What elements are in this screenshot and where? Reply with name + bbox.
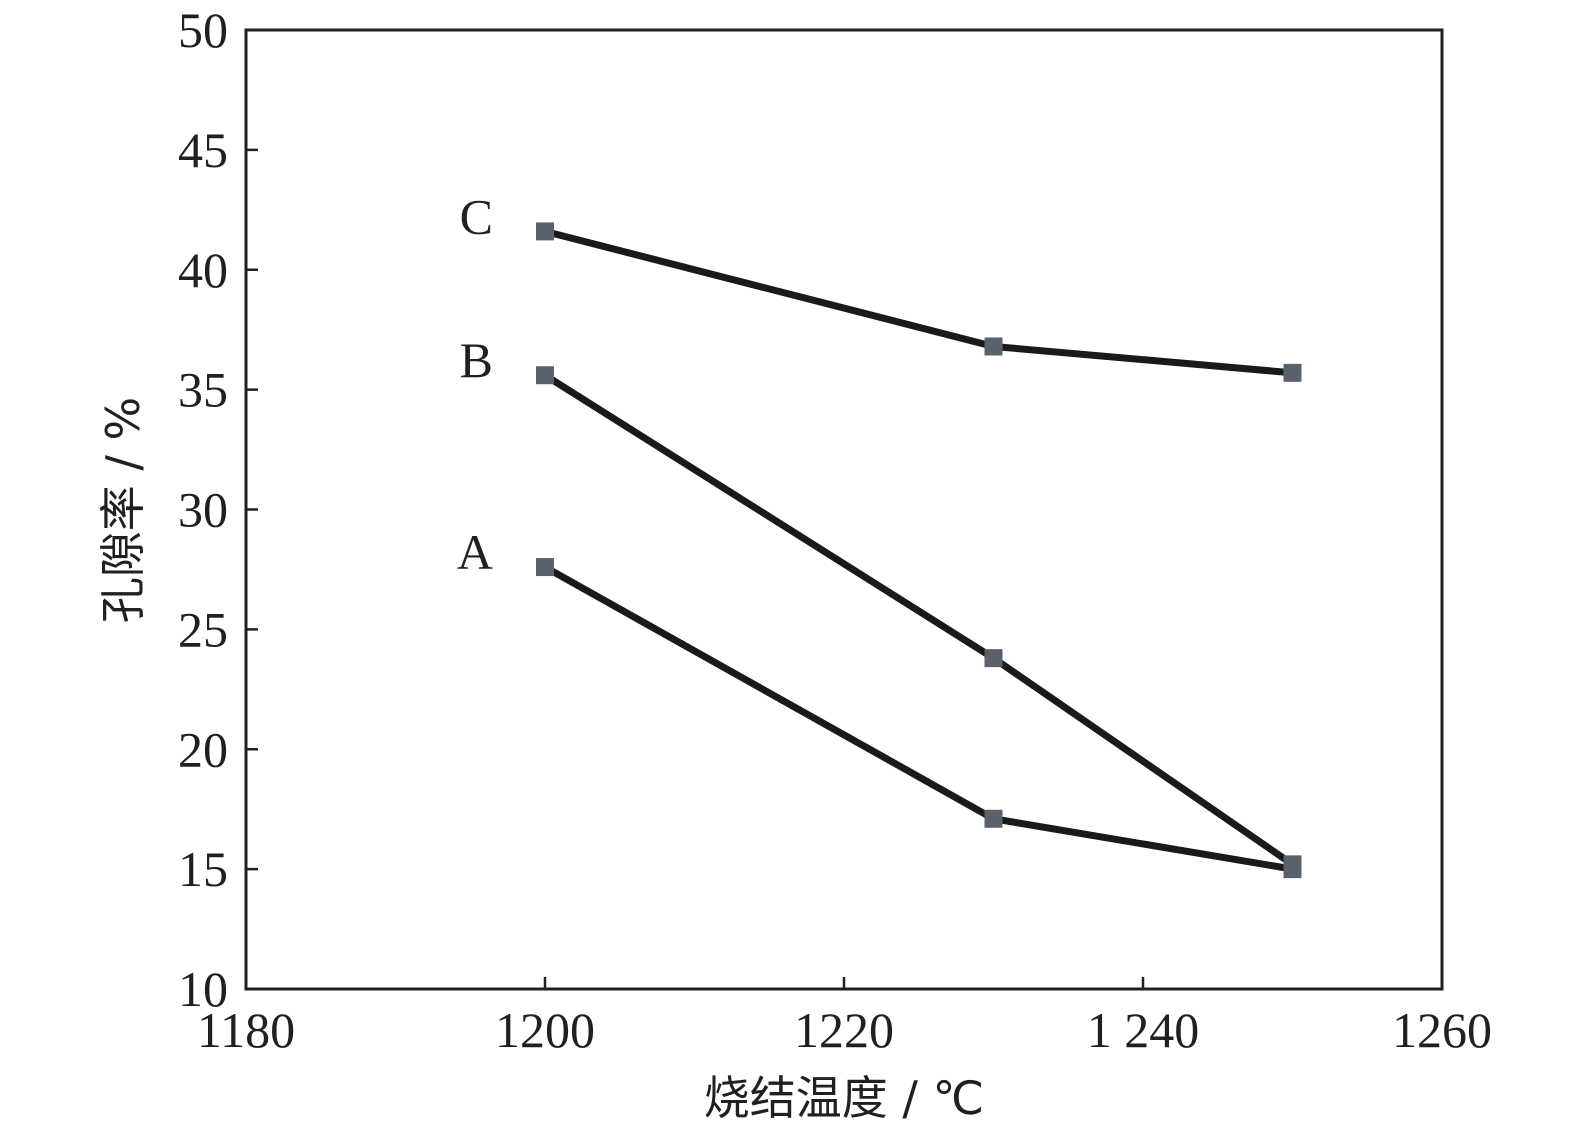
- series-line-C: [544, 227, 1293, 377]
- x-tick-label: 1220: [794, 1002, 894, 1058]
- series-line-B: [543, 372, 1295, 868]
- plot-frame: [244, 28, 1444, 991]
- data-point-B: [1283, 855, 1302, 874]
- y-axis-title: 孔隙率 / %: [96, 397, 150, 623]
- data-point-B: [536, 366, 554, 385]
- data-point-C: [536, 222, 554, 241]
- y-tick-label: 35: [178, 362, 228, 418]
- series-A: A: [457, 524, 1302, 879]
- x-tick-label: 1 240: [1087, 1002, 1200, 1058]
- y-tick-label: 15: [178, 841, 228, 897]
- y-tick-label: 10: [178, 961, 228, 1017]
- data-point-C: [1283, 363, 1302, 382]
- data-point-C: [984, 337, 1003, 356]
- series-label-B: B: [460, 332, 493, 388]
- data-point-A: [536, 558, 554, 577]
- y-tick-label: 50: [178, 2, 228, 58]
- y-axis-ticks: 10 15 20 25 30 35 40 45 50: [178, 2, 258, 1017]
- series-layer: A B C: [457, 188, 1302, 879]
- data-point-A: [984, 809, 1003, 828]
- y-tick-label: 25: [178, 601, 228, 657]
- y-tick-label: 40: [178, 242, 228, 298]
- series-C: C: [460, 188, 1302, 382]
- x-tick-label: 1200: [495, 1002, 595, 1058]
- x-tick-label: 1180: [197, 1002, 295, 1058]
- y-tick-label: 30: [178, 482, 228, 538]
- series-label-A: A: [457, 524, 493, 580]
- x-axis-ticks: 1180 1200 1220 1 240 1260: [197, 977, 1492, 1058]
- series-B: B: [460, 332, 1302, 874]
- x-tick-label: 1260: [1392, 1002, 1492, 1058]
- series-label-C: C: [460, 188, 493, 244]
- y-tick-label: 45: [178, 122, 228, 178]
- data-point-B: [984, 649, 1003, 668]
- x-axis-title: 烧结温度 / ℃: [704, 1071, 984, 1125]
- y-tick-label: 20: [178, 721, 228, 777]
